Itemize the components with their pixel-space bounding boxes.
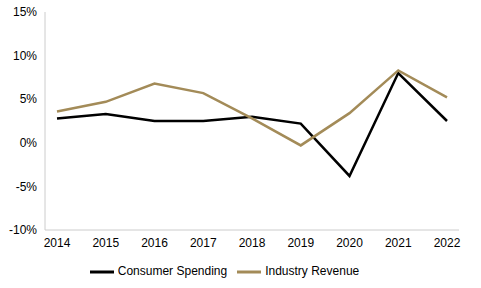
svg-text:5%: 5% <box>20 92 38 106</box>
svg-text:2022: 2022 <box>434 236 461 250</box>
html-text:Consumer Spending: Consumer Spending <box>117 264 228 279</box>
svg-text:2014: 2014 <box>44 236 71 250</box>
svg-text:2021: 2021 <box>385 236 412 250</box>
svg-text:2019: 2019 <box>287 236 314 250</box>
svg-text:-10%: -10% <box>9 223 37 237</box>
svg-text:15%: 15% <box>13 5 37 19</box>
svg-text:2018: 2018 <box>239 236 266 250</box>
svg-text:2020: 2020 <box>336 236 363 250</box>
svg-text:2015: 2015 <box>92 236 119 250</box>
html-text:Industry Revenue: Industry Revenue <box>265 264 360 279</box>
svg-text:0%: 0% <box>20 136 38 150</box>
svg-text:10%: 10% <box>13 49 37 63</box>
svg-text:2016: 2016 <box>141 236 168 250</box>
svg-text:-5%: -5% <box>16 180 38 194</box>
svg-text:2017: 2017 <box>190 236 217 250</box>
